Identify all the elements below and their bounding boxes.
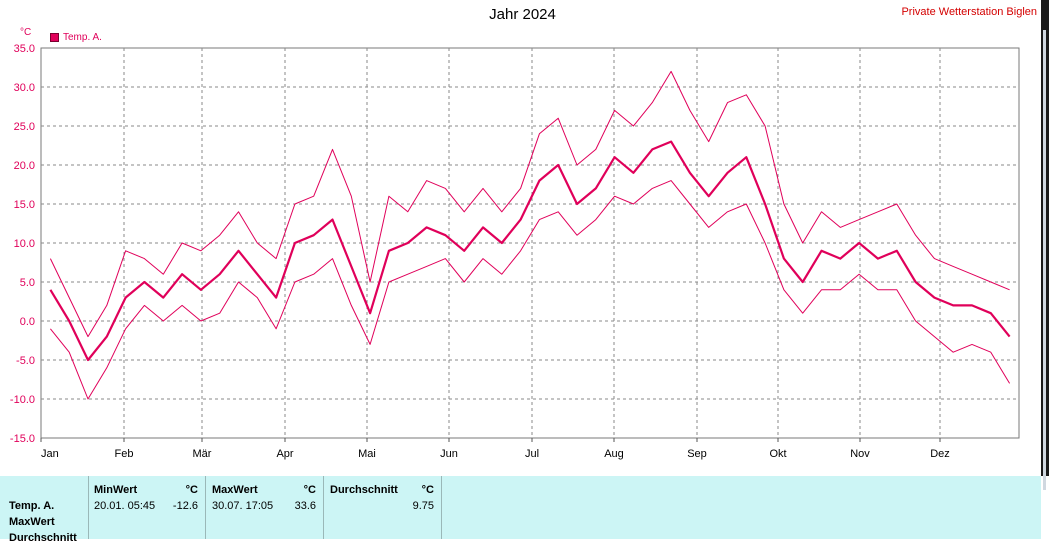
min-value: -12.6 <box>172 500 198 512</box>
series-line-min <box>50 180 1011 400</box>
stats-avg-column: Durchschnitt °C 9.75 <box>324 476 442 539</box>
avg-unit: °C <box>421 484 434 496</box>
stats-max-column: MaxWert °C 30.07. 17:05 33.6 <box>206 476 324 539</box>
y-tick-label: 10.0 <box>14 238 35 250</box>
x-tick-label: Sep <box>687 448 707 460</box>
x-tick-label: Jul <box>525 448 539 460</box>
y-tick-label: 20.0 <box>14 160 35 172</box>
avg-value: 9.75 <box>412 500 434 512</box>
max-value: 33.6 <box>294 500 316 512</box>
chart-title: Jahr 2024 <box>489 6 556 23</box>
y-tick-label: 15.0 <box>14 199 35 211</box>
stats-panel: Temp. A. MaxWert Durchschnitt MinWert °C… <box>0 476 1041 544</box>
legend-label: Temp. A. <box>63 32 102 43</box>
stats-row-label-max: MaxWert <box>9 516 55 528</box>
x-tick-label: Mai <box>358 448 376 460</box>
x-tick-label: Dez <box>930 448 950 460</box>
stats-row-label-avg: Durchschnitt <box>9 532 77 544</box>
max-datetime: 30.07. 17:05 <box>212 500 274 512</box>
y-tick-label: 35.0 <box>14 43 35 55</box>
x-tick-label: Jun <box>440 448 458 460</box>
stats-labels-column: Temp. A. MaxWert Durchschnitt <box>0 476 89 544</box>
x-tick-label: Feb <box>115 448 134 460</box>
series-line-max <box>49 70 1010 338</box>
min-unit: °C <box>185 484 198 496</box>
y-axis-unit: °C <box>20 27 32 38</box>
y-tick-label: -15.0 <box>10 433 35 445</box>
y-tick-label: -5.0 <box>16 355 35 367</box>
y-tick-label: 25.0 <box>14 121 35 133</box>
min-datetime: 20.01. 05:45 <box>94 500 156 512</box>
max-header: MaxWert <box>212 484 258 496</box>
x-tick-label: Okt <box>769 448 786 460</box>
series-line-mean <box>49 140 1011 362</box>
window-edge <box>1041 0 1049 490</box>
min-header: MinWert <box>94 484 138 496</box>
x-tick-label: Nov <box>850 448 870 460</box>
x-tick-label: Mär <box>193 448 212 460</box>
temperature-chart: 35.0 30.0 25.0 20.0 15.0 10.0 5.0 0.0 -5.0 -10.0 -… <box>10 43 1020 460</box>
y-tick-label: 5.0 <box>20 277 35 289</box>
stats-min-column: MinWert °C 20.01. 05:45 -12.6 <box>89 476 206 539</box>
stats-row-label-temp: Temp. A. <box>9 500 55 512</box>
y-tick-label: 30.0 <box>14 82 35 94</box>
max-unit: °C <box>303 484 316 496</box>
y-tick-label: 0.0 <box>20 316 35 328</box>
y-tick-label: -10.0 <box>10 394 35 406</box>
x-tick-label: Aug <box>604 448 624 460</box>
x-tick-label: Apr <box>276 448 293 460</box>
station-name: Private Wetterstation Biglen <box>901 6 1037 18</box>
legend: Temp. A. <box>50 32 102 43</box>
x-tick-label: Jan <box>41 448 59 460</box>
legend-swatch <box>50 33 59 42</box>
avg-header: Durchschnitt <box>330 484 398 496</box>
